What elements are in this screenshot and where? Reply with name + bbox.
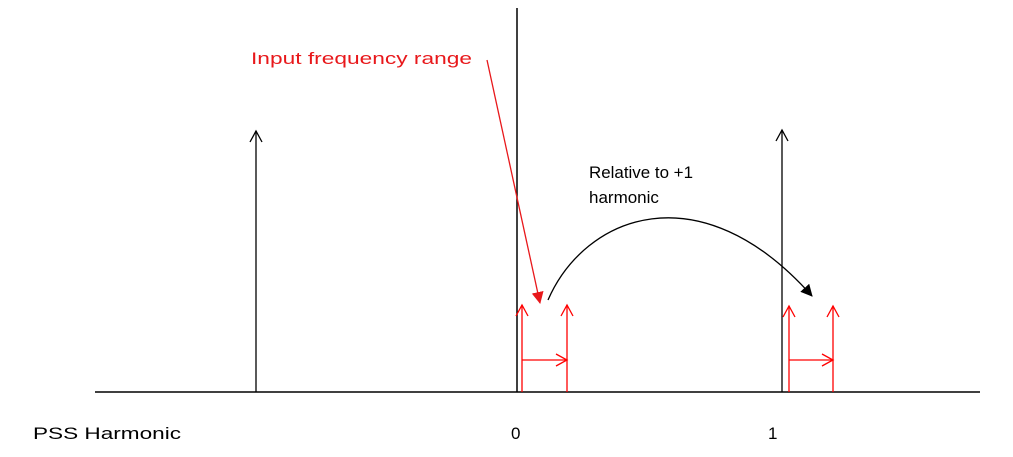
input-range-at-one [782, 304, 840, 392]
tick-label-one: 1 [768, 424, 777, 443]
relative-label-line2: harmonic [589, 188, 659, 207]
axis-name-label: PSS Harmonic [33, 424, 182, 443]
input-range-at-zero [515, 303, 574, 392]
tick-label-zero: 0 [511, 424, 520, 443]
relative-label-line1: Relative to +1 [589, 163, 693, 182]
input-range-label: Input frequency range [251, 49, 472, 68]
input-range-pointer-arrow [486, 59, 544, 304]
relative-shift-curve-arrow [547, 217, 813, 301]
